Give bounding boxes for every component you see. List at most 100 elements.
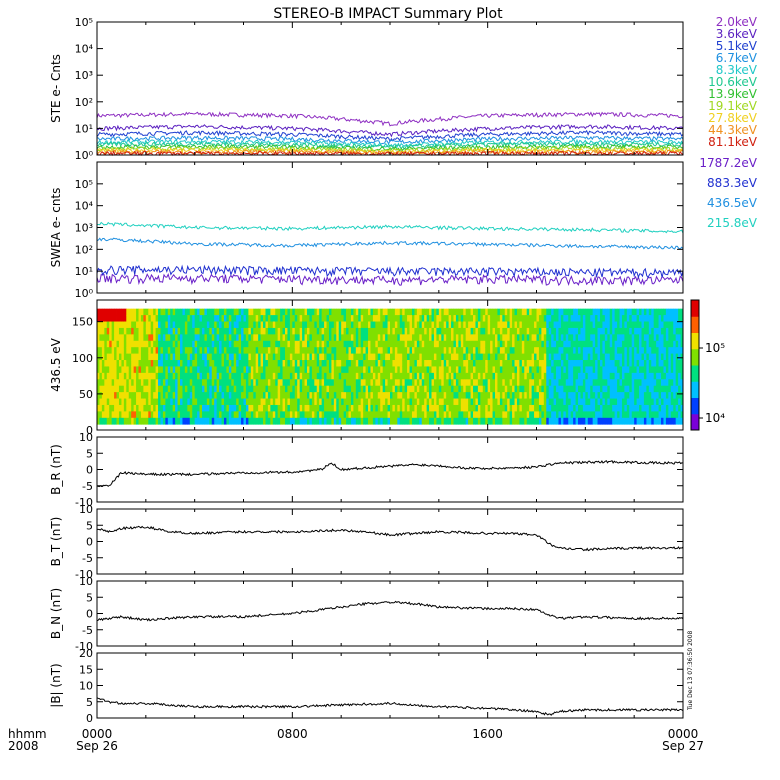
pad-cell — [277, 315, 281, 322]
pad-cell — [260, 372, 264, 380]
pad-cell — [487, 315, 491, 322]
pad-cell — [297, 340, 301, 348]
pad-cell — [326, 379, 330, 387]
pad-cell — [602, 366, 606, 374]
pad-cell — [131, 379, 135, 387]
pad-cell — [133, 321, 137, 329]
pad-cell — [370, 398, 374, 406]
pad-cell — [150, 417, 154, 425]
pad-cell — [285, 347, 288, 355]
pad-cell — [358, 340, 362, 348]
pad-cell — [617, 321, 620, 329]
pad-cell — [162, 315, 166, 322]
pad-cell — [521, 321, 525, 329]
pad-cell — [597, 353, 601, 361]
pad-cell — [653, 417, 657, 425]
pad-cell — [333, 340, 337, 348]
pad-cell — [651, 379, 655, 387]
pad-cell — [263, 315, 266, 322]
pad-cell — [248, 347, 252, 355]
pad-cell — [419, 353, 423, 361]
pad-cell — [536, 366, 540, 374]
pad-cell — [631, 360, 635, 367]
pad-cell — [162, 411, 166, 419]
pad-cell — [421, 334, 425, 342]
pad-cell — [177, 334, 181, 342]
pad-cell — [485, 417, 489, 425]
pad-cell — [236, 340, 240, 348]
pad-cell — [272, 327, 276, 335]
pad-cell — [287, 308, 291, 316]
pad-cell — [670, 347, 674, 355]
pad-cell — [226, 327, 230, 335]
pad-cell — [607, 398, 611, 406]
pad-cell — [228, 321, 232, 329]
pad-cell — [631, 411, 635, 419]
pad-cell — [546, 366, 550, 374]
pad-cell — [324, 308, 327, 316]
pad-cell — [360, 398, 364, 406]
pad-cell — [658, 360, 662, 367]
pad-cell — [382, 411, 386, 419]
pad-cell — [197, 327, 200, 335]
pad-cell — [131, 334, 135, 342]
pad-cell — [309, 327, 313, 335]
pad-cell — [477, 315, 481, 322]
pad-cell — [321, 398, 325, 406]
pad-cell — [326, 392, 330, 399]
pad-cell — [507, 366, 511, 374]
ste-legend-entry: 2.0keV — [716, 15, 758, 29]
pad-cell — [111, 334, 115, 342]
pad-cell — [331, 366, 335, 374]
pad-cell — [560, 353, 564, 361]
pad-cell — [314, 353, 318, 361]
pad-cell — [233, 379, 237, 387]
pad-cell — [565, 417, 569, 425]
pad-cell — [521, 379, 525, 387]
pad-cell — [219, 404, 222, 412]
generation-timestamp: Tue Dec 13 07:36:50 2008 — [687, 630, 694, 711]
pad-cell — [292, 308, 296, 316]
pad-cell — [468, 372, 471, 380]
pad-cell — [238, 327, 242, 335]
pad-cell — [343, 372, 347, 380]
pad-cell — [563, 360, 567, 367]
pad-cell — [643, 347, 647, 355]
pad-cell — [387, 392, 391, 399]
pad-cell — [538, 334, 542, 342]
pad-cell — [482, 327, 486, 335]
pad-cell — [570, 315, 574, 322]
pad-cell — [287, 315, 291, 322]
pad-cell — [338, 385, 342, 393]
pad-cell — [414, 347, 418, 355]
pad-cell — [236, 398, 240, 406]
pad-cell — [355, 385, 359, 393]
pad-cell — [316, 417, 320, 425]
pad-cell — [372, 417, 376, 425]
pad-cell — [612, 353, 616, 361]
pad-cell — [526, 321, 530, 329]
pad-cell — [487, 321, 491, 329]
pad-cell — [255, 385, 259, 393]
pad-cell — [494, 353, 498, 361]
pad-cell — [248, 366, 252, 374]
pad-cell — [236, 327, 240, 335]
pad-cell — [521, 347, 525, 355]
pad-cell — [443, 417, 447, 425]
pad-cell — [421, 372, 425, 380]
pad-cell — [390, 372, 393, 380]
pad-cell — [343, 315, 347, 322]
pad-cell — [414, 321, 418, 329]
pad-cell — [534, 353, 537, 361]
pad-cell — [487, 404, 491, 412]
pad-cell — [597, 334, 601, 342]
pad-cell — [626, 334, 630, 342]
pad-cell — [485, 353, 489, 361]
pad-cell — [131, 372, 135, 380]
pad-cell — [619, 398, 623, 406]
pad-cell — [221, 315, 225, 322]
pad-cell — [607, 366, 611, 374]
bn-y-tick-label: -10 — [75, 640, 93, 653]
pad-cell — [451, 347, 454, 355]
pad-cell — [158, 372, 161, 380]
